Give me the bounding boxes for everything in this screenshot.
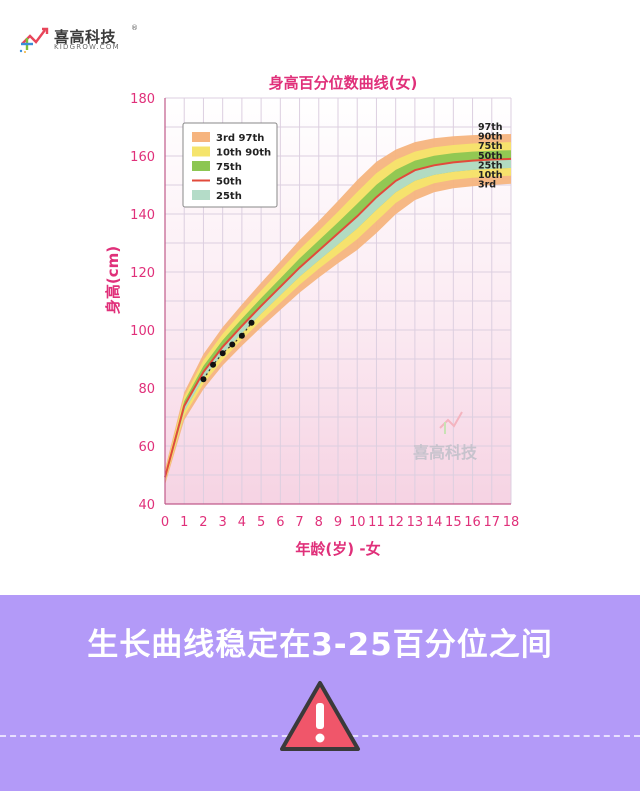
y-tick-label: 160 (130, 150, 155, 165)
curve-label: 75th (478, 141, 503, 152)
x-tick-label: 0 (161, 515, 169, 530)
brand-logo: 喜高科技 ® KIDGROW.COM (18, 24, 158, 54)
warning-triangle-icon (280, 681, 360, 751)
y-axis-label: 身高(cm) (104, 246, 122, 314)
y-tick-label: 40 (138, 498, 155, 513)
x-tick-label: 2 (199, 515, 207, 530)
y-tick-label: 140 (130, 208, 155, 223)
y-tick-label: 100 (130, 324, 155, 339)
x-tick-label: 11 (368, 515, 385, 530)
child-data-point (248, 319, 255, 326)
x-tick-label: 6 (276, 515, 284, 530)
chart-legend (182, 122, 278, 208)
summary-text: 生长曲线稳定在3-25百分位之间 (87, 627, 553, 663)
x-tick-label: 16 (464, 515, 481, 530)
x-tick-label: 15 (445, 515, 462, 530)
child-data-point (219, 350, 226, 357)
curve-label: 10th (478, 170, 503, 181)
chart-title: 身高百分位数曲线(女) (269, 74, 418, 92)
legend-swatch (192, 132, 210, 142)
curve-label: 97th (478, 122, 503, 133)
y-tick-label: 60 (138, 440, 155, 455)
watermark-text: 喜高科技 (413, 443, 478, 462)
x-tick-label: 3 (219, 515, 227, 530)
child-data-point (229, 341, 236, 348)
brand-logo-icon (19, 27, 49, 53)
x-tick-label: 8 (315, 515, 323, 530)
legend-swatch (192, 161, 210, 171)
legend-label: 3rd 97th (216, 133, 264, 144)
legend-swatch (192, 190, 210, 200)
x-tick-label: 5 (257, 515, 265, 530)
curve-label: 25th (478, 160, 503, 171)
curve-label: 3rd (478, 180, 496, 191)
x-axis-label: 年龄(岁) -女 (295, 540, 380, 558)
brand-name: 喜高科技 (54, 28, 117, 46)
y-tick-label: 80 (138, 382, 155, 397)
legend-swatch (192, 146, 210, 157)
x-tick-label: 1 (180, 515, 188, 530)
x-tick-label: 7 (295, 515, 303, 530)
x-tick-label: 9 (334, 515, 342, 530)
x-tick-label: 13 (407, 515, 424, 530)
legend-label: 75th (216, 162, 242, 173)
curve-label: 50th (478, 151, 503, 162)
child-data-point (238, 332, 245, 339)
summary-banner: 生长曲线稳定在3-25百分位之间 (0, 595, 640, 791)
x-tick-label: 17 (484, 515, 501, 530)
x-tick-label: 18 (503, 515, 520, 530)
legend-label: 50th (216, 177, 242, 188)
y-tick-label: 120 (130, 266, 155, 281)
y-tick-label: 180 (130, 92, 155, 107)
band-10th-90th (165, 142, 511, 483)
series-line-50th (164, 157, 512, 478)
child-data-point (200, 376, 207, 383)
curve-label: 90th (478, 132, 503, 143)
child-data-point (210, 361, 217, 368)
x-tick-label: 14 (426, 515, 443, 530)
x-tick-label: 4 (238, 515, 246, 530)
brand-subtitle: KIDGROW.COM (54, 43, 120, 51)
legend-label: 25th (216, 191, 242, 202)
x-tick-label: 10 (349, 515, 366, 530)
brand-registered-mark: ® (131, 24, 138, 32)
legend-label: 10th 90th (216, 148, 271, 159)
x-tick-label: 12 (387, 515, 404, 530)
